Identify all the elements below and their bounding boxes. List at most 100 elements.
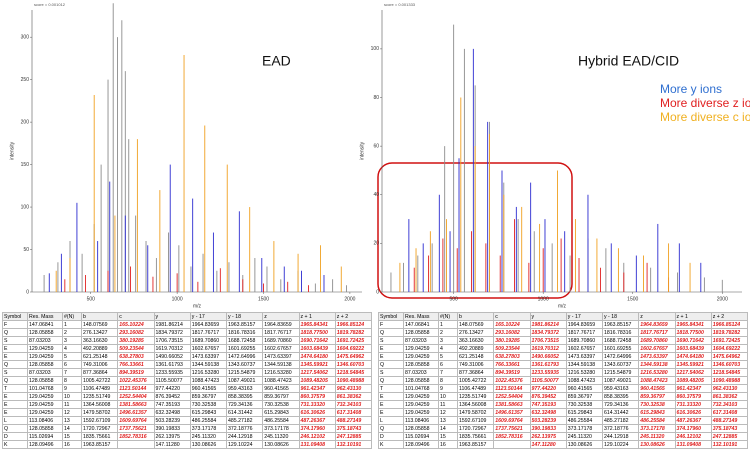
table-cell: 509.23544 xyxy=(117,344,155,353)
table-cell: 147.11280 xyxy=(529,440,567,449)
table-cell: 6 xyxy=(62,360,82,369)
table-cell: 1022.45376 xyxy=(493,376,531,385)
table-cell: 1852.78316 xyxy=(117,432,155,441)
table-row: F 147.06841 1 148.07569 165.10224 1981.86214 1… xyxy=(2,320,373,329)
table-cell xyxy=(117,440,155,449)
table-cell: 1965.84341 xyxy=(674,320,712,329)
table-cell: 128.05858 xyxy=(27,328,63,337)
table-cell: 1963.85157 xyxy=(456,440,495,449)
table-cell: 9 xyxy=(62,384,82,393)
table-cell: 246.12102 xyxy=(674,432,712,441)
table-cell: 1835.75661 xyxy=(456,432,495,441)
column-header: y xyxy=(153,312,191,321)
table-cell: 1475.64962 xyxy=(334,352,373,361)
table-row: D 115.02694 15 1835.75661 1852.78316 262.1397… xyxy=(2,432,373,441)
table-cell: 1215.54879 xyxy=(225,368,264,377)
table-cell: Q xyxy=(378,424,404,433)
table-cell: 1123.50144 xyxy=(117,384,155,393)
table-cell: 1966.85124 xyxy=(710,320,749,329)
table-cell: E xyxy=(2,344,28,353)
table-cell: 747.35193 xyxy=(529,400,567,409)
table-cell: 165.10224 xyxy=(117,320,155,329)
table-cell: 363.16630 xyxy=(456,336,495,345)
table-cell: 1022.45376 xyxy=(117,376,155,385)
table-cell: 245.11320 xyxy=(189,432,228,441)
table-cell: 6 xyxy=(438,360,458,369)
table-cell: 147.06841 xyxy=(27,320,63,329)
table-row: Q 128.05858 2 276.13427 293.16082 1834.79372 1… xyxy=(2,328,373,337)
table-cell: 961.42347 xyxy=(298,384,336,393)
table-cell: 129.04259 xyxy=(403,408,439,417)
table-cell: 8 xyxy=(438,376,458,385)
table-cell: 276.13427 xyxy=(80,328,119,337)
table-cell: 1852.78316 xyxy=(493,432,531,441)
table-cell: 1473.63397 xyxy=(638,352,676,361)
y-tick-label: 0 xyxy=(26,289,29,295)
table-cell: 1817.76717 xyxy=(262,328,300,337)
table-cell: 747.35193 xyxy=(153,400,191,409)
table-row: Q 128.05858 14 1720.72967 1737.75621 390.1983… xyxy=(2,424,373,433)
table-cell: Q xyxy=(378,360,404,369)
table-cell: 877.36864 xyxy=(456,368,495,377)
column-header: Symbol xyxy=(2,312,28,321)
y-tick-label: 40 xyxy=(373,192,379,198)
table-cell: 128.09496 xyxy=(403,440,439,449)
table-cell: 858.38395 xyxy=(225,392,264,401)
table-cell: 1965.84341 xyxy=(298,320,336,329)
table-cell: 147.11280 xyxy=(153,440,191,449)
column-header: #(N) xyxy=(438,312,458,321)
y-tick-label: 150 xyxy=(21,162,30,168)
table-cell: 1592.67109 xyxy=(80,416,119,425)
column-header: Symbol xyxy=(378,312,404,321)
table-cell: 1252.54404 xyxy=(493,392,531,401)
table-cell: 1381.58663 xyxy=(117,400,155,409)
table-cell: 101.04768 xyxy=(27,384,63,393)
table-cell: 1088.47423 xyxy=(189,376,228,385)
table-cell: 962.43130 xyxy=(710,384,749,393)
table-cell: 1604.69222 xyxy=(710,344,749,353)
table-cell: 87.03203 xyxy=(403,336,439,345)
table-cell: 1691.72425 xyxy=(710,336,749,345)
table-cell: 1688.72458 xyxy=(601,336,640,345)
table-cell: 615.29843 xyxy=(262,408,300,417)
table-cell: 131.09408 xyxy=(674,440,712,449)
table-cell: E xyxy=(378,400,404,409)
table-cell: 894.39519 xyxy=(493,368,531,377)
y-tick-label: 50 xyxy=(23,247,29,253)
table-cell: L xyxy=(2,416,28,425)
table-cell: 1345.59921 xyxy=(674,360,712,369)
table-cell: 13 xyxy=(62,416,82,425)
table-cell: 13 xyxy=(438,416,458,425)
table-cell: 487.26367 xyxy=(674,416,712,425)
table-cell: 1603.68439 xyxy=(674,344,712,353)
table-cell: 877.36864 xyxy=(80,368,119,377)
table-cell: 129.10224 xyxy=(225,440,264,449)
table-cell: 1835.75661 xyxy=(80,432,119,441)
table-cell: 128.05858 xyxy=(27,376,63,385)
table-cell: 861.38362 xyxy=(334,392,373,401)
table-cell: 860.37579 xyxy=(674,392,712,401)
table-cell: 375.18743 xyxy=(334,424,373,433)
table-cell: 3 xyxy=(438,336,458,345)
table-cell: 962.43130 xyxy=(334,384,373,393)
x-axis-label: m/z xyxy=(558,303,567,309)
table-cell: 615.29843 xyxy=(565,408,604,417)
table-cell: 1087.49021 xyxy=(601,376,640,385)
table-cell: 1817.76717 xyxy=(638,328,676,337)
table-cell: 1235.51749 xyxy=(456,392,495,401)
table-cell: 859.36797 xyxy=(262,392,300,401)
table-cell: 617.31408 xyxy=(710,408,749,417)
table-cell: 1346.60703 xyxy=(710,360,749,369)
x-axis-label: m/z xyxy=(193,303,202,309)
table-cell: 961.42347 xyxy=(674,384,712,393)
table-cell: 1834.79372 xyxy=(153,328,191,337)
table-cell: 1601.69255 xyxy=(225,344,264,353)
table-row: E 129.04259 10 1235.51749 1252.54404 876.3945… xyxy=(378,392,749,401)
spectrum-label: EAD xyxy=(262,53,291,69)
table-cell: 373.17178 xyxy=(189,424,228,433)
column-header: #(N) xyxy=(62,312,82,321)
table-cell: T xyxy=(378,384,404,393)
table-cell: 859.36797 xyxy=(638,392,676,401)
table-cell: 1344.59138 xyxy=(638,360,676,369)
